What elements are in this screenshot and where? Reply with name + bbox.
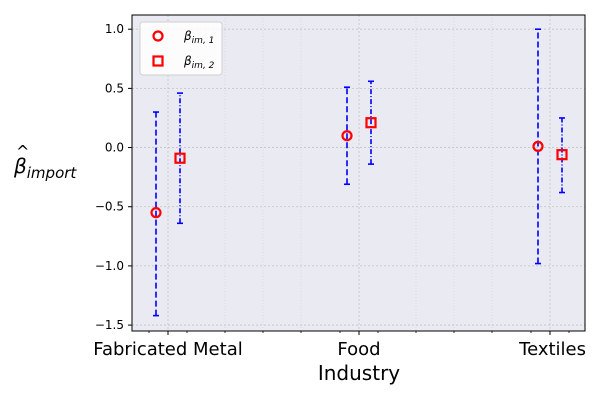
legend: βim, 1 βim, 2 bbox=[139, 21, 223, 76]
y-tick-label: 0.5 bbox=[105, 81, 124, 95]
data-point-square bbox=[556, 149, 568, 161]
data-point-circle bbox=[150, 207, 162, 219]
x-category-label: Food bbox=[337, 339, 380, 360]
legend-square-marker bbox=[152, 55, 164, 67]
legend-box bbox=[139, 21, 223, 76]
y-axis-label: βimport bbox=[14, 154, 76, 182]
legend-circle-marker bbox=[152, 30, 164, 42]
y-tick-label: 0.0 bbox=[105, 141, 124, 155]
y-tick-label: 1.0 bbox=[105, 22, 124, 36]
y-tick-label: −0.5 bbox=[95, 200, 124, 214]
plot-frame bbox=[131, 14, 586, 332]
data-marks bbox=[150, 28, 568, 317]
legend-label: βim, 1 bbox=[183, 29, 214, 46]
x-category-label: Fabricated Metal bbox=[93, 339, 242, 360]
data-point-circle bbox=[341, 130, 353, 142]
x-category-label: Textiles bbox=[518, 339, 586, 360]
data-point-square bbox=[174, 152, 186, 164]
legend-label: βim, 2 bbox=[183, 54, 215, 71]
data-point-circle bbox=[532, 140, 544, 152]
x-axis-label: Industry bbox=[317, 361, 401, 385]
y-tick-label: −1.0 bbox=[95, 259, 124, 273]
data-point-square bbox=[365, 117, 377, 129]
y-tick-label: −1.5 bbox=[95, 318, 124, 332]
axis-ticks: 1.0 0.5 0.0 −0.5 −1.0 −1.5 Fabricated Metal Foo… bbox=[93, 22, 586, 360]
